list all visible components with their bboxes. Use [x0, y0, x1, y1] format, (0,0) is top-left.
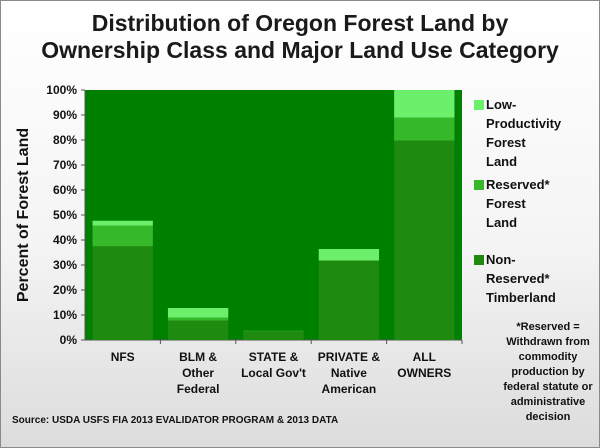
legend-label-low-productivity: Low-Productivity Forest Land — [486, 95, 586, 171]
bar-segment-non-reserved — [318, 260, 380, 340]
x-tick-label: NFS — [111, 350, 135, 364]
footnote-line: administrative — [510, 396, 586, 408]
y-tick-label: 40% — [53, 233, 77, 247]
bar-segment-low-productivity — [92, 220, 153, 226]
legend-swatch-non-reserved — [474, 255, 484, 265]
bar-segment-low-productivity — [394, 90, 455, 118]
y-tick-label: 20% — [53, 283, 77, 297]
x-tick-label: STATE & Local Gov't — [241, 350, 306, 380]
legend-line: Timberland — [486, 290, 556, 305]
bar-segment-reserved — [243, 330, 304, 332]
legend-line: Non- — [486, 252, 516, 267]
bar-segment-low-productivity — [318, 249, 380, 261]
legend-line: Low-Productivity — [486, 97, 562, 131]
y-tick-label: 60% — [53, 183, 77, 197]
legend-line: Reserved* — [486, 177, 550, 192]
x-tick-label: ALL OWNERS — [397, 350, 451, 380]
footnote-line: production by — [511, 366, 585, 378]
legend-swatch-reserved — [474, 180, 484, 190]
legend-swatch-low-productivity — [474, 100, 484, 110]
bar-segment-reserved — [92, 225, 153, 247]
footnote-line: *Reserved = — [516, 321, 580, 333]
bar-segment-non-reserved — [167, 320, 229, 340]
y-tick-label: 70% — [53, 158, 77, 172]
chart-title-line-1: Distribution of Oregon Forest Land by — [91, 10, 509, 36]
y-tick-label: 50% — [53, 208, 77, 222]
y-tick-label: 100% — [46, 83, 77, 97]
legend-label-non-reserved: Non- Reserved* Timberland — [486, 250, 586, 307]
y-tick-label: 10% — [53, 308, 77, 322]
legend-label-reserved: Reserved* Forest Land — [486, 175, 586, 232]
legend-line: Forest — [486, 196, 526, 211]
footnote-line: federal statute or — [503, 381, 593, 393]
x-tick-label: BLM & Other Federal — [177, 350, 220, 396]
bar-segment-low-productivity — [167, 308, 229, 318]
legend-line: Land — [486, 154, 518, 169]
bar-segment-reserved — [167, 317, 229, 321]
bar-segment-non-reserved — [243, 331, 304, 340]
source-note: Source: USDA USFS FIA 2013 EVALIDATOR PR… — [12, 415, 339, 426]
legend-line: Forest — [486, 135, 526, 150]
footnote-line: commodity — [518, 351, 578, 363]
legend-line: Reserved* — [486, 271, 550, 286]
reserved-footnote: *Reserved = Withdrawn from commodity pro… — [500, 320, 596, 425]
y-tick-label: 0% — [60, 333, 78, 347]
bar-segment-non-reserved — [92, 246, 153, 340]
bar-segment-reserved — [394, 117, 455, 141]
legend-line: Land — [486, 215, 518, 230]
bar-segment-non-reserved — [394, 140, 455, 340]
x-tick-label: PRIVATE & Native American — [318, 350, 381, 396]
footnote-line: decision — [525, 411, 571, 423]
chart-title: Distribution of Oregon Forest Land by Ow… — [0, 10, 600, 64]
y-tick-label: 80% — [53, 133, 77, 147]
footnote-line: Withdrawn from — [506, 336, 590, 348]
y-tick-label: 90% — [53, 108, 77, 122]
y-tick-label: 30% — [53, 258, 77, 272]
chart-title-line-2: Ownership Class and Major Land Use Categ… — [41, 37, 559, 63]
